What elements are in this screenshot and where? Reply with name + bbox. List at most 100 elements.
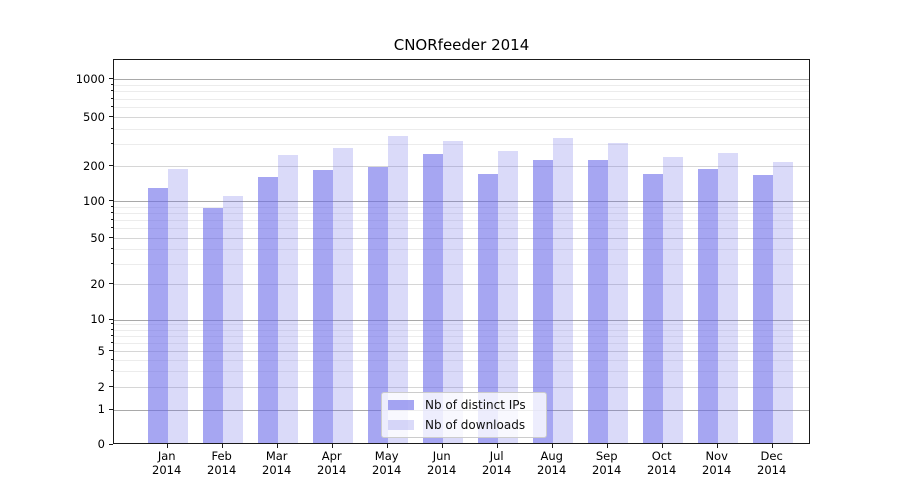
y-minor-tick-mark (110, 358, 113, 360)
y-minor-tick-mark (110, 211, 113, 213)
y-minor-tick-mark (110, 205, 113, 207)
y-tick-label: 100 (83, 193, 105, 208)
bar-distinct-ips (147, 187, 168, 444)
bar-downloads (222, 195, 243, 444)
legend-swatch-distinct-ips (388, 400, 414, 410)
x-tick-label: Feb 2014 (207, 448, 237, 478)
minor-gridline (114, 91, 809, 93)
gridline (114, 166, 809, 167)
legend-label: Nb of distinct IPs (425, 398, 526, 412)
y-tick-label: 5 (97, 343, 105, 358)
y-tick-mark (108, 350, 113, 351)
bar-downloads (607, 142, 628, 444)
y-tick-mark (108, 116, 113, 117)
x-tick-label: Jun 2014 (427, 448, 457, 478)
bar-downloads (277, 155, 298, 444)
x-tick-label: May 2014 (372, 448, 402, 478)
x-tick-label: Apr 2014 (317, 448, 347, 478)
minor-gridline (114, 263, 809, 265)
gridline (114, 284, 809, 286)
bar-distinct-ips (752, 174, 773, 444)
y-minor-tick-mark (110, 370, 113, 372)
minor-gridline (114, 220, 809, 222)
legend-label: Nb of downloads (425, 418, 526, 432)
y-minor-tick-mark (110, 97, 113, 99)
bar-downloads (167, 169, 188, 444)
bars-layer (114, 60, 809, 444)
y-minor-tick-mark (110, 227, 113, 229)
y-tick-mark (108, 283, 113, 285)
y-minor-tick-mark (110, 143, 113, 145)
x-tick-mark (331, 443, 333, 448)
x-tick-label: Nov 2014 (702, 448, 732, 478)
y-minor-tick-mark (110, 262, 113, 264)
x-tick-mark (386, 443, 388, 448)
bar-downloads (717, 152, 738, 444)
plot-area: Nb of distinct IPs Nb of downloads (113, 59, 810, 444)
bar-distinct-ips (312, 170, 333, 444)
x-tick-mark (606, 443, 608, 448)
minor-gridline (114, 342, 809, 344)
gridline (114, 351, 809, 352)
y-minor-tick-mark (110, 127, 113, 129)
y-tick-mark (108, 200, 113, 201)
bar-distinct-ips (587, 160, 608, 444)
y-minor-tick-mark (110, 328, 113, 330)
x-tick-mark (716, 443, 718, 448)
legend: Nb of distinct IPs Nb of downloads (381, 392, 547, 438)
x-tick-mark (221, 443, 223, 448)
bar-distinct-ips (422, 154, 443, 444)
y-tick-label: 1000 (75, 71, 105, 86)
y-minor-tick-mark (110, 83, 113, 85)
minor-gridline (114, 371, 809, 373)
minor-gridline (114, 144, 809, 146)
y-tick-mark (108, 408, 113, 410)
x-tick-label: Jan 2014 (152, 448, 182, 478)
y-tick-label: 1 (97, 402, 105, 416)
x-tick-mark (771, 443, 773, 448)
minor-gridline (114, 329, 809, 331)
x-tick-mark (166, 443, 168, 448)
y-tick-mark (108, 165, 113, 166)
minor-gridline (114, 98, 809, 100)
bar-distinct-ips (367, 166, 388, 444)
x-tick-label: Aug 2014 (537, 448, 567, 478)
bar-downloads (387, 135, 408, 444)
bar-distinct-ips (697, 168, 718, 444)
y-minor-tick-mark (110, 341, 113, 343)
y-tick-mark (108, 386, 113, 387)
decade-gridline (114, 201, 809, 202)
y-tick-label: 10 (90, 312, 105, 326)
y-tick-label: 200 (83, 158, 105, 173)
y-tick-mark (108, 443, 113, 445)
bar-downloads (332, 147, 353, 444)
x-tick-label: Dec 2014 (757, 448, 787, 478)
bar-downloads (662, 156, 683, 444)
minor-gridline (114, 128, 809, 130)
gridline (114, 238, 809, 239)
minor-gridline (114, 212, 809, 214)
x-tick-mark (441, 443, 443, 448)
decade-gridline (114, 319, 809, 321)
chart-title: CNORfeeder 2014 (393, 36, 530, 54)
decade-gridline (114, 79, 809, 80)
x-tick-label: Mar 2014 (262, 448, 292, 478)
y-tick-label: 500 (83, 109, 105, 124)
bar-distinct-ips (257, 177, 278, 444)
y-tick-mark (108, 78, 113, 79)
minor-gridline (114, 335, 809, 337)
y-tick-label: 50 (90, 230, 105, 245)
minor-gridline (114, 228, 809, 230)
legend-item-downloads: Nb of downloads (388, 418, 540, 432)
x-tick-mark (661, 443, 663, 448)
gridline (114, 387, 809, 388)
bar-downloads (497, 150, 518, 444)
gridline (114, 117, 809, 118)
legend-item-distinct-ips: Nb of distinct IPs (388, 398, 540, 412)
bar-downloads (552, 138, 573, 444)
x-tick-label: Sep 2014 (592, 448, 622, 478)
bar-distinct-ips (532, 159, 553, 444)
x-tick-mark (496, 443, 498, 448)
minor-gridline (114, 107, 809, 108)
